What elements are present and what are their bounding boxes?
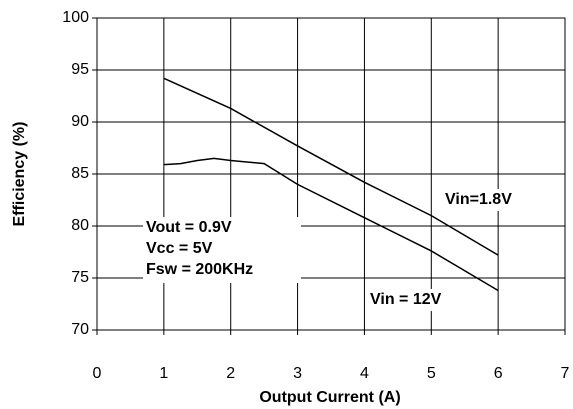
- series-label: Vin = 12V: [370, 291, 442, 308]
- line-series: [163, 77, 499, 256]
- x-tick-label: 3: [293, 365, 302, 382]
- x-tick-label: 6: [494, 365, 503, 382]
- y-tick-label: 95: [71, 61, 89, 78]
- annotation: Vcc = 5V: [146, 240, 213, 257]
- y-tick-label: 75: [71, 269, 89, 286]
- y-tick-label: 70: [71, 321, 89, 338]
- x-tick-label: 4: [360, 365, 369, 382]
- x-tick-label: 0: [93, 365, 102, 382]
- x-axis-label: Output Current (A): [259, 389, 400, 406]
- y-tick-label: 85: [71, 165, 89, 182]
- x-tick-label: 7: [561, 365, 570, 382]
- line-series: [163, 157, 499, 292]
- annotation: Fsw = 200KHz: [146, 261, 253, 278]
- x-tick-label: 1: [159, 365, 168, 382]
- y-tick-label: 80: [71, 217, 89, 234]
- label-bg: [442, 189, 540, 211]
- y-tick-label: 100: [62, 9, 89, 26]
- plot-frame: [96, 17, 566, 331]
- annotation-bg: [143, 217, 301, 283]
- series-label: Vin=1.8V: [445, 191, 512, 208]
- x-tick-label: 5: [427, 365, 436, 382]
- label-bg: [367, 289, 469, 311]
- annotation: Vout = 0.9V: [146, 219, 232, 236]
- x-tick-label: 2: [226, 365, 235, 382]
- y-tick-label: 90: [71, 113, 89, 130]
- y-axis-label: Efficiency (%): [11, 122, 28, 227]
